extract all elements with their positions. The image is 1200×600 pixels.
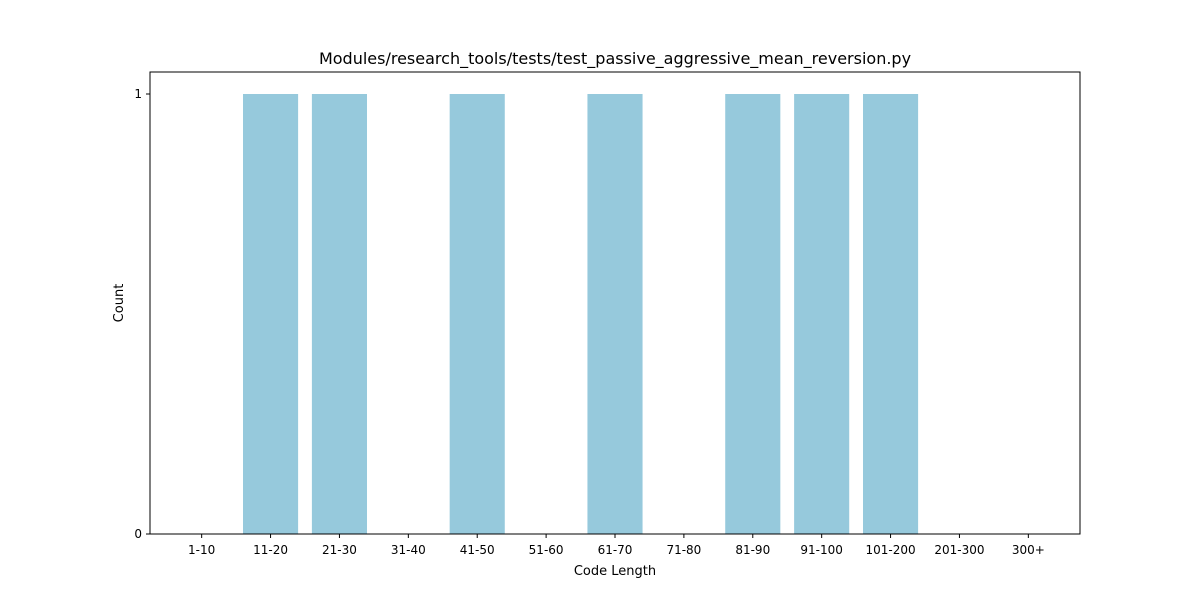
y-tick-label: 0 xyxy=(134,527,142,541)
x-tick-label: 91-100 xyxy=(800,543,843,557)
bar-21-30 xyxy=(311,94,367,534)
x-tick-label: 31-40 xyxy=(391,543,426,557)
x-tick-label: 1-10 xyxy=(188,543,215,557)
bars-group xyxy=(243,94,919,534)
x-tick-label: 21-30 xyxy=(322,543,357,557)
x-tick-label: 300+ xyxy=(1012,543,1045,557)
bar-11-20 xyxy=(243,94,299,534)
bar-61-70 xyxy=(587,94,643,534)
x-tick-label: 81-90 xyxy=(735,543,770,557)
y-axis-ticks: 01 xyxy=(134,87,150,541)
x-tick-label: 41-50 xyxy=(460,543,495,557)
bar-41-50 xyxy=(449,94,505,534)
x-tick-label: 201-300 xyxy=(934,543,984,557)
x-tick-label: 61-70 xyxy=(598,543,633,557)
x-tick-label: 101-200 xyxy=(865,543,915,557)
y-axis-label: Count xyxy=(112,284,127,323)
x-tick-label: 11-20 xyxy=(253,543,288,557)
chart-title: Modules/research_tools/tests/test_passiv… xyxy=(319,49,911,69)
bar-81-90 xyxy=(725,94,781,534)
x-axis-label: Code Length xyxy=(574,564,656,579)
y-tick-label: 1 xyxy=(134,87,142,101)
x-tick-label: 71-80 xyxy=(666,543,701,557)
bar-91-100 xyxy=(794,94,850,534)
bar-101-200 xyxy=(863,94,919,534)
x-tick-label: 51-60 xyxy=(529,543,564,557)
x-axis-ticks: 1-10 11-20 21-30 31-40 41-50 51-60 61-70 71-80 8… xyxy=(188,534,1045,557)
